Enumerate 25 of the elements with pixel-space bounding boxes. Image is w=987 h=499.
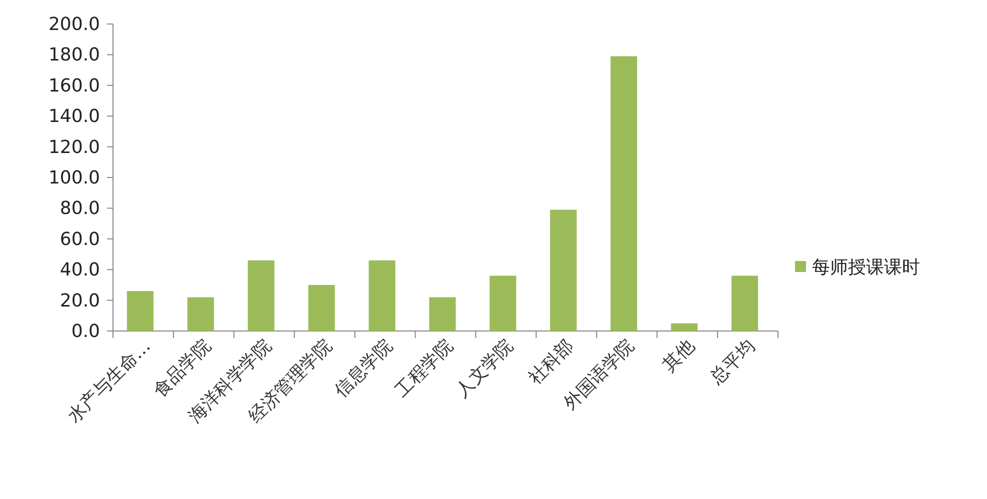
y-tick-label: 60.0 [60,228,100,250]
bar [308,284,335,331]
bar [550,210,577,331]
y-tick-label: 20.0 [60,290,100,312]
x-tick-label: 其他 [658,336,699,376]
bar [490,276,516,331]
y-tick-label: 160.0 [48,75,100,96]
bar [187,297,214,331]
y-tick-label: 180.0 [48,44,100,66]
y-tick-label: 100.0 [48,168,100,188]
y-tick-label: 140.0 [48,106,100,128]
bar [126,291,154,331]
bar [731,276,758,331]
bar [368,260,396,331]
bar [248,260,274,331]
bar [670,323,698,331]
y-tick-label: 120.0 [48,136,100,158]
x-tick-label: 总平均 [706,336,760,390]
y-tick-label: 200.0 [48,14,100,35]
legend-label: 每师授课课时 [812,257,920,278]
bar [429,297,456,331]
bar [610,56,638,331]
y-tick-label: 0.0 [71,321,100,342]
y-tick-label: 80.0 [60,198,100,220]
y-tick-label: 40.0 [60,260,100,281]
